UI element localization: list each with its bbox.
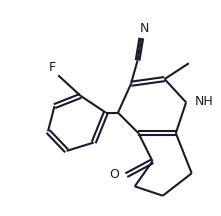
Text: N: N xyxy=(139,22,149,35)
Text: F: F xyxy=(49,61,56,74)
Text: NH: NH xyxy=(194,95,213,108)
Text: O: O xyxy=(109,168,119,181)
